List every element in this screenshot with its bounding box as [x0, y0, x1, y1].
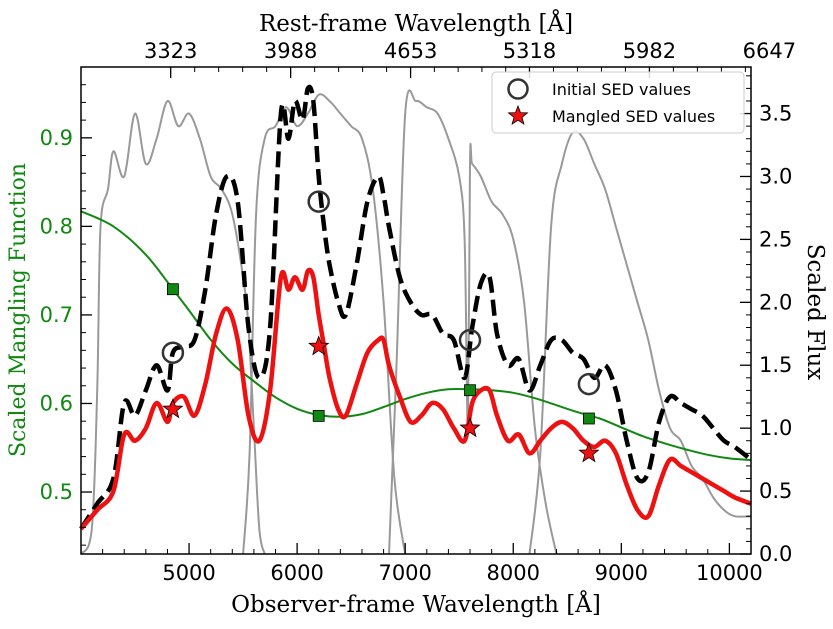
- right-tick-label: 0.5: [759, 479, 792, 503]
- mangled-sed-star-marker: [162, 398, 184, 419]
- initial-sed-circle-marker: [458, 328, 482, 352]
- right-tick-label: 2.5: [759, 227, 792, 251]
- right-tick-label: 3.5: [759, 102, 792, 126]
- bottom-tick-label: 6000: [270, 561, 323, 585]
- initial-sed-circle-marker: [577, 372, 601, 396]
- left-axis-title: Scaled Mangling Function: [6, 163, 31, 457]
- plot-frame: [80, 66, 752, 555]
- left-tick-label: 0.5: [40, 480, 73, 504]
- top-tick-label: 5318: [503, 39, 556, 63]
- data-markers: [161, 190, 601, 463]
- mangling-square-marker: [166, 283, 179, 296]
- right-tick-label: 1.0: [759, 416, 792, 440]
- mangled-sed-star-marker: [578, 442, 600, 463]
- legend-star-marker: [507, 104, 529, 126]
- right-tick-label: 3.0: [759, 164, 792, 188]
- top-tick-label: 3988: [264, 39, 317, 63]
- legend-label-mangled: Mangled SED values: [552, 107, 715, 126]
- top-tick-label: 5982: [623, 39, 676, 63]
- legend-box: [491, 71, 745, 134]
- mangled-sed-star-marker: [459, 417, 481, 438]
- top-tick-label: 4653: [384, 39, 437, 63]
- bottom-tick-label: 9000: [595, 561, 648, 585]
- filter-curve-2: [242, 93, 407, 555]
- bottom-tick-label: 5000: [162, 561, 215, 585]
- right-tick-label: 0.0: [759, 542, 792, 566]
- bottom-tick-label: 8000: [487, 561, 540, 585]
- left-tick-label: 0.6: [40, 391, 73, 415]
- mangling-square-marker: [312, 409, 325, 422]
- bottom-tick-label: 7000: [378, 561, 431, 585]
- mangling-square-marker: [583, 412, 595, 425]
- mangled-sed-line: [79, 267, 752, 531]
- left-tick-label: 0.9: [40, 126, 73, 150]
- filter-curve-4: [528, 129, 752, 555]
- mangled-sed-star-marker: [308, 335, 330, 356]
- initial-sed-circle-marker: [307, 190, 330, 213]
- bottom-axis-title: Observer-frame Wavelength [Å]: [231, 590, 601, 618]
- top-tick-label: 3323: [144, 39, 197, 63]
- right-tick-label: 1.5: [759, 353, 792, 377]
- top-axis-title: Rest-frame Wavelength [Å]: [259, 9, 573, 37]
- legend: Initial SED values Mangled SED values: [491, 71, 745, 134]
- bottom-tick-label: 10000: [696, 561, 763, 585]
- filter-curves: [80, 89, 752, 555]
- axis-ticks: 5000 6000 7000 8000 9000 10000 3323 3988 4653 531…: [40, 39, 797, 585]
- mangling-function-line: [80, 210, 752, 462]
- right-axis-title: Scaled Flux: [802, 244, 828, 380]
- initial-sed-circle-marker: [161, 341, 185, 364]
- initial-sed-line: [79, 84, 753, 531]
- legend-label-initial: Initial SED values: [552, 80, 691, 99]
- legend-circle-marker: [507, 78, 529, 100]
- mangling-square-marker: [464, 384, 476, 397]
- top-tick-label: 6647: [743, 39, 796, 63]
- left-tick-label: 0.7: [40, 303, 73, 327]
- series-lines: [79, 84, 753, 531]
- left-tick-label: 0.8: [40, 214, 73, 238]
- right-tick-label: 2.0: [759, 290, 792, 314]
